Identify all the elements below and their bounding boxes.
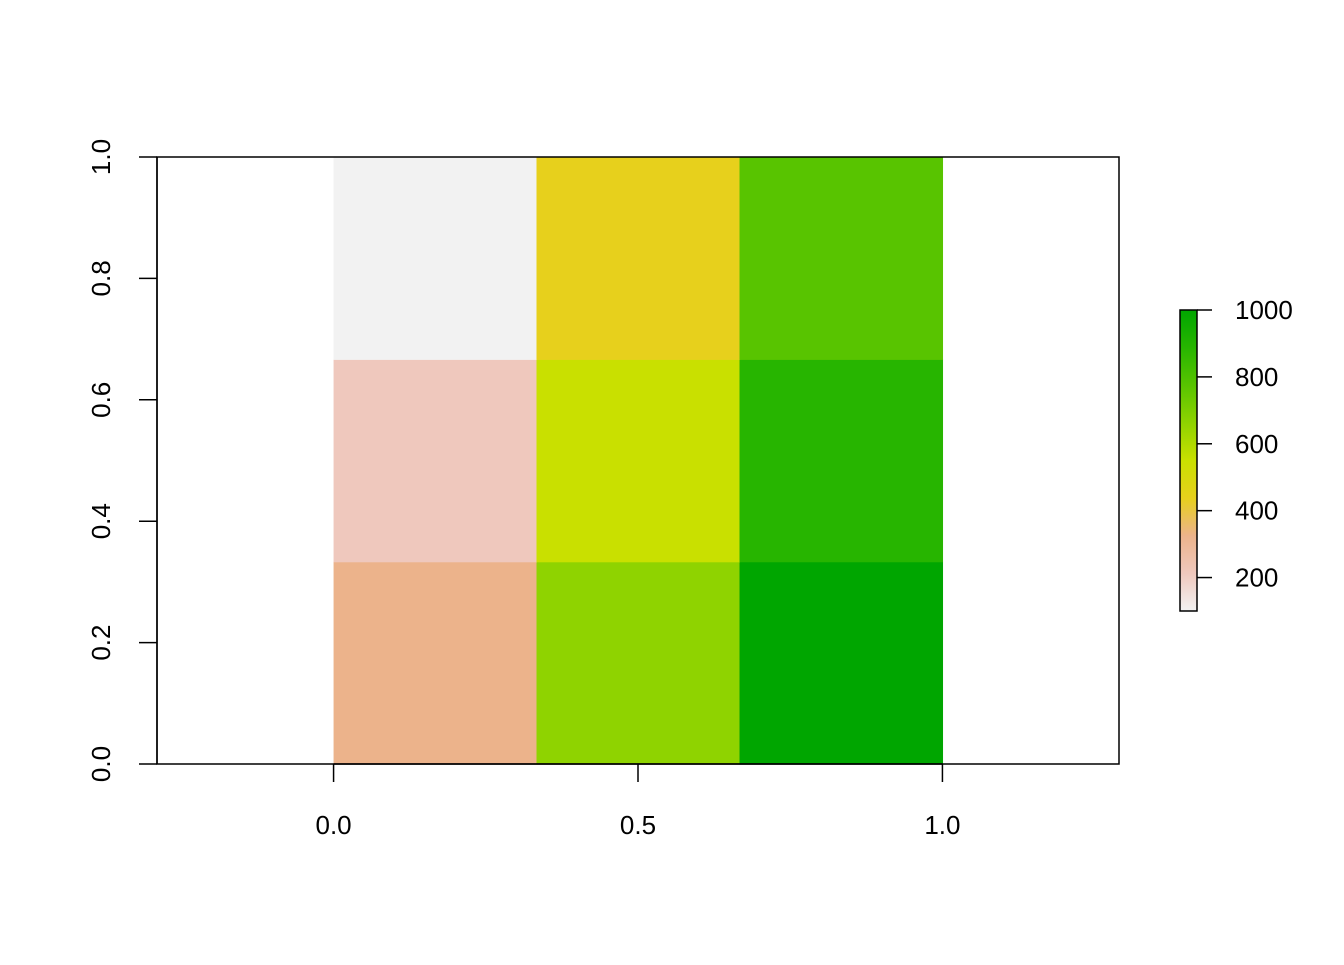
x-tick-label: 1.0 <box>924 810 960 840</box>
legend-tick-label: 200 <box>1235 563 1278 593</box>
y-tick-label: 0.8 <box>86 260 116 296</box>
y-tick-label: 0.2 <box>86 625 116 661</box>
legend-tick-label: 800 <box>1235 362 1278 392</box>
legend-tick-label: 1000 <box>1235 295 1293 325</box>
y-tick-label: 0.4 <box>86 503 116 539</box>
heatmap-cell <box>739 561 944 765</box>
legend-tick-label: 600 <box>1235 429 1278 459</box>
color-legend: 200 400 600 800 1000 <box>1179 295 1293 612</box>
heatmap-cell <box>739 359 944 563</box>
y-axis: 0.0 0.2 0.4 0.6 0.8 1.0 <box>86 139 158 782</box>
legend-tick-label: 400 <box>1235 496 1278 526</box>
y-tick-label: 0.6 <box>86 382 116 418</box>
heatmap-cell <box>333 561 538 765</box>
heatmap-cells <box>333 157 944 765</box>
x-tick-label: 0.0 <box>315 810 351 840</box>
x-tick-label: 0.5 <box>620 810 656 840</box>
heatmap-cell <box>739 157 944 360</box>
heatmap-cell <box>536 359 741 563</box>
x-axis: 0.0 0.5 1.0 <box>315 763 961 840</box>
heatmap-cell <box>536 561 741 765</box>
legend-color-bar <box>1179 309 1198 612</box>
y-tick-label: 0.0 <box>86 746 116 782</box>
y-tick-label: 1.0 <box>86 139 116 175</box>
heatmap-cell <box>333 157 538 360</box>
heatmap-cell <box>333 359 538 563</box>
heatmap-cell <box>536 157 741 360</box>
